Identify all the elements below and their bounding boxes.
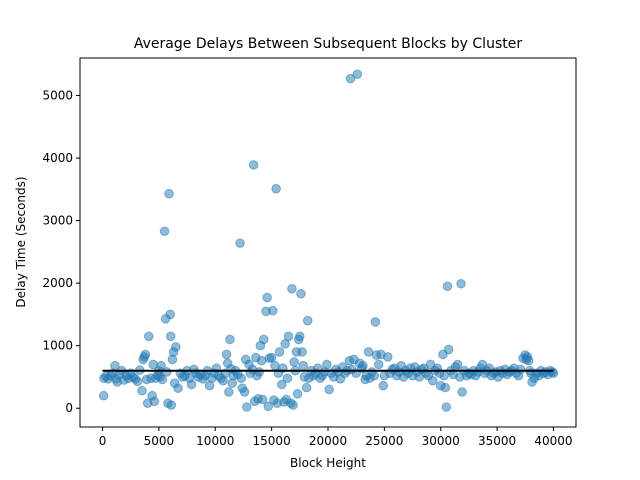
x-axis-ticks: 0 5000 10000 15000 20000 25000 30000 35000 40000 (99, 427, 573, 448)
data-point-0 (98, 390, 109, 401)
data-point-126 (296, 288, 306, 299)
data-point-128 (298, 360, 309, 371)
data-point-72 (224, 387, 234, 397)
x-tick-label-15000: 15000 (253, 434, 291, 448)
data-point-123 (292, 389, 303, 399)
data-point-42 (165, 331, 176, 342)
data-point-191 (428, 375, 438, 386)
data-point-22 (140, 349, 151, 360)
data-point-43 (166, 400, 177, 410)
data-point-201 (443, 344, 454, 355)
data-point-70 (221, 349, 232, 360)
data-point-141 (324, 384, 334, 395)
data-point-130 (301, 382, 312, 393)
data-point-73 (225, 334, 235, 345)
data-point-79 (235, 238, 245, 248)
data-point-118 (287, 283, 297, 294)
data-point-200 (442, 281, 453, 292)
x-axis-label: Block Height (290, 456, 366, 470)
data-point-84 (242, 402, 252, 412)
data-point-127 (297, 347, 307, 357)
x-tick-label-0: 0 (99, 434, 107, 448)
data-point-198 (440, 382, 451, 393)
data-point-120 (289, 357, 299, 367)
data-point-88 (248, 160, 259, 170)
y-axis-label: Delay Time (Seconds) (14, 176, 28, 307)
data-point-199 (441, 402, 452, 412)
data-point-171 (382, 352, 393, 362)
data-point-35 (157, 374, 168, 385)
data-point-41 (165, 309, 175, 320)
data-point-110 (276, 379, 287, 390)
data-point-208 (457, 387, 467, 397)
data-point-125 (295, 331, 305, 342)
data-point-131 (302, 315, 313, 326)
data-point-47 (171, 342, 181, 352)
data-point-96 (257, 394, 268, 405)
y-tick-label-1000: 1000 (42, 339, 73, 353)
data-point-93 (254, 367, 265, 377)
x-tick-label-40000: 40000 (534, 434, 572, 448)
data-point-169 (378, 380, 389, 391)
x-tick-label-20000: 20000 (309, 434, 347, 448)
y-tick-label-5000: 5000 (42, 89, 73, 103)
data-point-48 (173, 383, 183, 394)
data-point-36 (159, 226, 170, 237)
data-point-82 (239, 387, 250, 397)
data-point-97 (258, 334, 269, 345)
y-tick-label-3000: 3000 (42, 214, 73, 228)
data-point-116 (283, 331, 294, 342)
data-point-165 (370, 317, 381, 327)
x-tick-label-25000: 25000 (365, 434, 403, 448)
data-point-155 (352, 69, 363, 80)
data-point-207 (456, 278, 466, 289)
data-point-38 (162, 367, 172, 377)
data-point-29 (149, 396, 160, 407)
data-point-19 (137, 385, 147, 396)
data-point-109 (274, 347, 285, 357)
data-point-103 (267, 305, 278, 316)
y-tick-label-4000: 4000 (42, 151, 73, 165)
data-point-115 (282, 373, 293, 384)
data-point-95 (256, 355, 267, 366)
data-point-205 (452, 359, 463, 370)
x-tick-label-10000: 10000 (196, 434, 234, 448)
data-point-102 (266, 352, 277, 363)
data-point-161 (363, 347, 374, 357)
x-tick-label-35000: 35000 (478, 434, 516, 448)
data-point-119 (288, 400, 298, 410)
data-point-100 (263, 401, 274, 412)
data-point-151 (345, 73, 356, 84)
y-tick-label-0: 0 (65, 401, 73, 415)
data-point-54 (186, 379, 197, 390)
data-point-158 (358, 360, 368, 371)
data-point-25 (143, 331, 154, 342)
data-point-234 (515, 364, 526, 375)
y-axis-ticks: 0 1000 2000 3000 4000 5000 (42, 89, 80, 415)
x-tick-label-5000: 5000 (144, 434, 175, 448)
data-point-17 (132, 376, 143, 387)
data-point-164 (369, 370, 380, 381)
data-point-106 (271, 183, 281, 194)
x-tick-label-30000: 30000 (422, 434, 460, 448)
y-tick-label-2000: 2000 (42, 276, 73, 290)
data-point-99 (262, 292, 272, 303)
chart-title: Average Delays Between Subsequent Blocks… (134, 36, 522, 52)
data-point-40 (164, 188, 174, 199)
data-point-80 (236, 373, 246, 384)
data-point-167 (373, 359, 384, 370)
data-point-140 (322, 359, 332, 370)
data-point-239 (523, 355, 534, 366)
